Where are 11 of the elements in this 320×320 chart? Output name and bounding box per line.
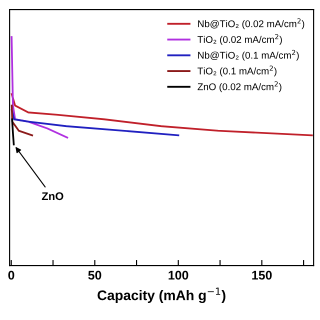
x-tick-label: 50 [88,270,102,280]
x-tick-label: 100 [168,270,188,280]
annotation: ZnO [42,192,64,200]
legend-label: Nb@TiO₂ (0.02 mA/cm$^{2}$) [198,18,304,30]
legend-label: TiO₂ (0.1 mA/cm$^{2}$) [198,66,276,76]
legend-label: ZnO (0.02 mA/cm$^{2}$) [198,81,282,92]
legend-label: TiO₂ (0.02 mA/cm$^{2}$) [198,34,282,45]
legend-label: Nb@TiO₂ (0.1 mA/cm$^{2}$) [198,50,299,61]
x-axis-title: Capacity (mAh g$^{−1}$) [98,288,226,304]
x-tick-label: 150 [252,270,272,280]
x-tick-label: 0 [8,270,14,280]
